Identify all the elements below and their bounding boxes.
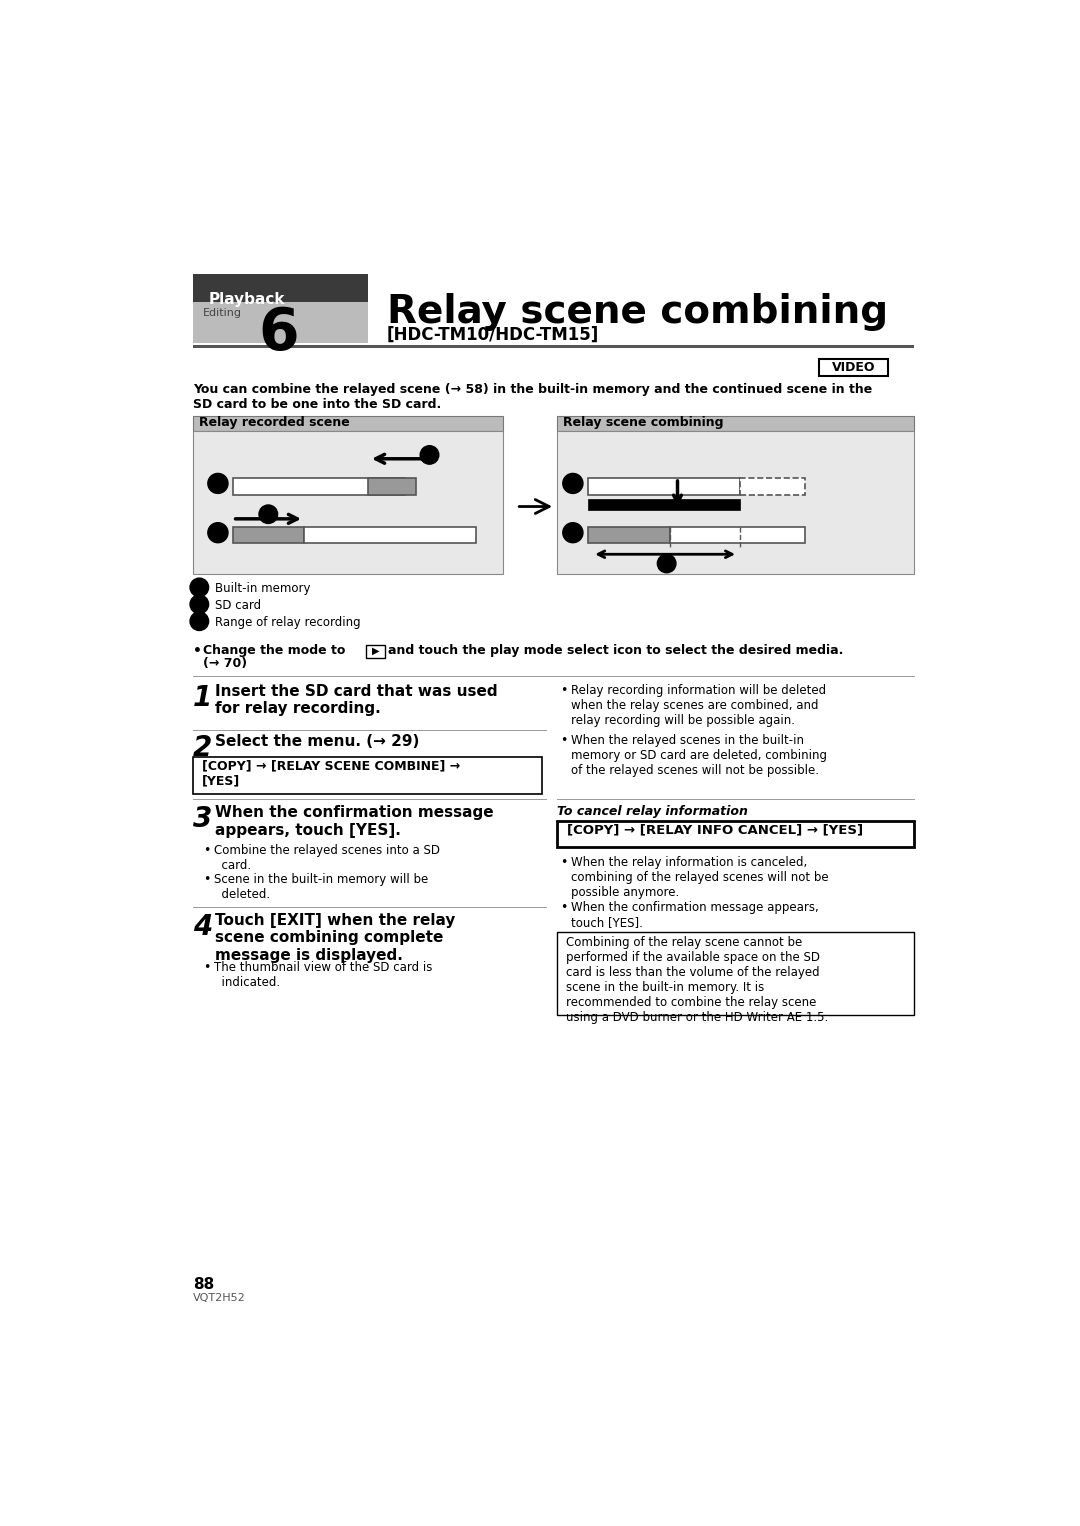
Text: Ⓐ: Ⓐ	[215, 482, 221, 493]
Text: Playback: Playback	[208, 293, 285, 307]
Text: When the confirmation message
appears, touch [YES].: When the confirmation message appears, t…	[215, 806, 494, 838]
Bar	[589, 526, 670, 543]
Bar	[193, 302, 368, 343]
Bar	[819, 359, 889, 375]
Text: 2: 2	[193, 734, 213, 763]
Text: and touch the play mode select icon to select the desired media.: and touch the play mode select icon to s…	[388, 644, 843, 656]
Circle shape	[190, 578, 208, 597]
Text: Relay recording information will be deleted
when the relay scenes are combined, : Relay recording information will be dele…	[570, 684, 826, 726]
Circle shape	[190, 595, 208, 613]
Text: Scene in the built-in memory will be
  deleted.: Scene in the built-in memory will be del…	[214, 873, 429, 900]
Text: When the confirmation message appears,
touch [YES].: When the confirmation message appears, t…	[570, 900, 819, 929]
Text: •: •	[559, 856, 567, 870]
Text: [COPY] → [RELAY SCENE COMBINE] →
[YES]: [COPY] → [RELAY SCENE COMBINE] → [YES]	[202, 758, 460, 787]
Text: SD card: SD card	[215, 598, 261, 612]
Bar	[366, 645, 384, 658]
Text: When the relay information is canceled,
combining of the relayed scenes will not: When the relay information is canceled, …	[570, 856, 828, 899]
Bar	[557, 415, 914, 430]
Text: •: •	[559, 734, 567, 748]
Circle shape	[259, 505, 278, 523]
Text: 4: 4	[193, 913, 213, 942]
Text: •: •	[203, 873, 211, 887]
Text: Ⓒ: Ⓒ	[427, 453, 433, 464]
Text: Relay scene combining: Relay scene combining	[563, 417, 724, 429]
Bar	[232, 478, 405, 494]
Bar	[557, 821, 914, 847]
Text: Select the menu. (→ 29): Select the menu. (→ 29)	[215, 734, 419, 749]
Circle shape	[190, 612, 208, 630]
Text: Relay scene combining: Relay scene combining	[387, 293, 888, 331]
Circle shape	[207, 473, 228, 493]
Text: ▶: ▶	[372, 645, 379, 656]
Bar	[740, 478, 806, 494]
Text: Ⓒ: Ⓒ	[663, 563, 670, 572]
Text: [HDC-TM10/HDC-TM15]: [HDC-TM10/HDC-TM15]	[387, 325, 599, 343]
Text: VIDEO: VIDEO	[832, 362, 875, 374]
Text: VQT2H52: VQT2H52	[193, 1294, 246, 1303]
Bar	[557, 931, 914, 1015]
Text: Change the mode to: Change the mode to	[203, 644, 346, 656]
Bar	[367, 478, 416, 494]
Text: •: •	[203, 961, 211, 974]
Text: Ⓑ: Ⓑ	[569, 531, 577, 542]
Bar	[193, 415, 503, 430]
Circle shape	[563, 473, 583, 493]
Text: Relay recorded scene: Relay recorded scene	[199, 417, 349, 429]
Text: When the relayed scenes in the built-in
memory or SD card are deleted, combining: When the relayed scenes in the built-in …	[570, 734, 826, 777]
Text: Insert the SD card that was used
for relay recording.: Insert the SD card that was used for rel…	[215, 684, 498, 716]
Bar	[193, 345, 914, 348]
Bar	[193, 275, 368, 302]
Text: The thumbnail view of the SD card is
  indicated.: The thumbnail view of the SD card is ind…	[214, 961, 432, 989]
Bar	[303, 526, 476, 543]
Bar	[589, 499, 740, 510]
Bar	[670, 526, 806, 543]
Text: Ⓑ: Ⓑ	[215, 531, 221, 542]
Text: Ⓑ: Ⓑ	[197, 603, 202, 613]
Bar	[193, 430, 503, 574]
Bar	[589, 478, 740, 494]
Text: You can combine the relayed scene (→ 58) in the built-in memory and the continue: You can combine the relayed scene (→ 58)…	[193, 383, 873, 412]
Text: 1: 1	[193, 684, 213, 711]
Text: Combining of the relay scene cannot be
performed if the available space on the S: Combining of the relay scene cannot be p…	[566, 935, 828, 1024]
Text: •: •	[203, 844, 211, 856]
Text: Ⓒ: Ⓒ	[197, 620, 202, 630]
Circle shape	[420, 446, 438, 464]
Text: To cancel relay information: To cancel relay information	[557, 806, 748, 818]
Bar	[232, 526, 303, 543]
Text: Combine the relayed scenes into a SD
  card.: Combine the relayed scenes into a SD car…	[214, 844, 440, 871]
Text: 3: 3	[193, 806, 213, 833]
Text: Range of relay recording: Range of relay recording	[215, 617, 361, 629]
Text: •: •	[559, 900, 567, 914]
Circle shape	[658, 554, 676, 572]
Circle shape	[207, 523, 228, 543]
Circle shape	[563, 523, 583, 543]
Text: Editing: Editing	[203, 308, 242, 317]
Text: [COPY] → [RELAY INFO CANCEL] → [YES]: [COPY] → [RELAY INFO CANCEL] → [YES]	[567, 823, 864, 836]
Text: Ⓒ: Ⓒ	[266, 513, 271, 523]
Text: Ⓐ: Ⓐ	[569, 482, 577, 493]
Text: 88: 88	[193, 1277, 214, 1291]
Text: Built-in memory: Built-in memory	[215, 581, 310, 595]
Bar	[193, 757, 542, 794]
Bar	[557, 430, 914, 574]
Text: •: •	[193, 644, 202, 658]
Text: Ⓐ: Ⓐ	[197, 586, 202, 597]
Text: •: •	[559, 684, 567, 697]
Text: (→ 70): (→ 70)	[203, 658, 247, 670]
Text: 6: 6	[258, 305, 299, 362]
Text: Touch [EXIT] when the relay
scene combining complete
message is displayed.: Touch [EXIT] when the relay scene combin…	[215, 913, 455, 963]
